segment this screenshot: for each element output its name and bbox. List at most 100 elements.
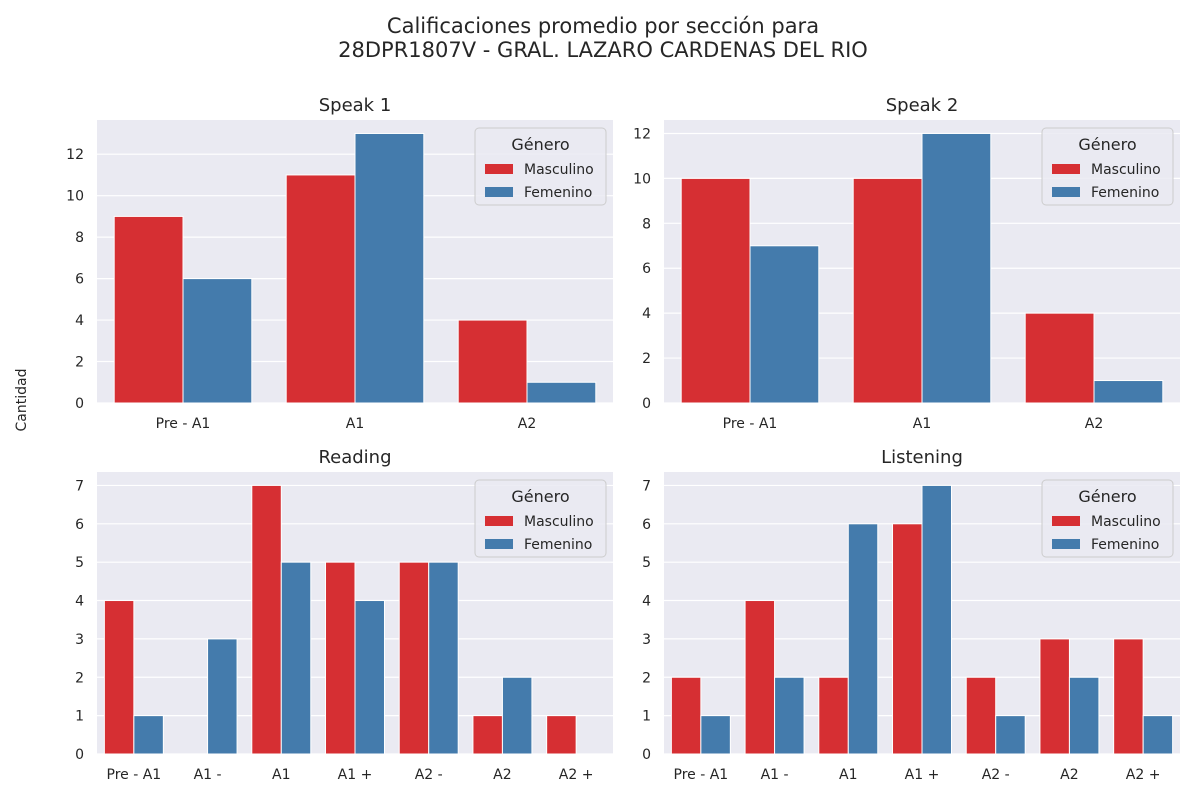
bar-masculino-a2 xyxy=(1039,638,1070,755)
legend-swatch-masculino xyxy=(485,516,513,526)
y-tick-label: 2 xyxy=(75,355,84,371)
x-tick-label: A1 xyxy=(272,767,290,783)
legend-swatch-masculino xyxy=(1052,164,1080,174)
panel-speak-2: 0 2 4 6 8 10 12 Pre - A1 A1 A2 Speak 2 Género Mascul… xyxy=(633,95,1180,432)
bar-masculino-a2 xyxy=(472,715,503,755)
x-tick-label: A1 - xyxy=(761,767,789,783)
bar-femenino-a1 xyxy=(847,523,879,755)
bar-masculino-a2 xyxy=(1113,638,1144,755)
legend-label-masculino: Masculino xyxy=(1091,162,1161,178)
legend-swatch-femenino xyxy=(1052,539,1080,549)
bar-femenino-a1 xyxy=(354,600,385,755)
y-tick-label: 6 xyxy=(75,272,84,288)
legend-title: Género xyxy=(511,135,569,154)
panel-reading: 0 1 2 3 4 5 6 7 Pre - A1 A1 - A1 A1 + A2 - A2 A2 + Read… xyxy=(75,447,613,783)
y-tick-label: 7 xyxy=(642,478,651,494)
y-tick-label: 5 xyxy=(75,555,84,571)
figure-title: Calificaciones promedio por sección para… xyxy=(0,14,1200,62)
bar-masculino-pre-a1 xyxy=(680,177,751,404)
x-tick-label: A2 xyxy=(493,767,511,783)
y-tick-label: 1 xyxy=(642,709,651,725)
y-tick-label: 3 xyxy=(642,632,651,648)
x-tick-label: Pre - A1 xyxy=(156,416,211,432)
bar-femenino-a1 xyxy=(280,561,312,755)
legend-swatch-masculino xyxy=(1052,516,1080,526)
x-tick-label: A1 - xyxy=(194,767,222,783)
bar-masculino-a2 xyxy=(398,561,430,755)
x-tick-label: Pre - A1 xyxy=(674,767,729,783)
x-tick-label: Pre - A1 xyxy=(107,767,162,783)
bar-masculino-pre-a1 xyxy=(103,600,135,755)
bar-femenino-a2 xyxy=(428,561,459,755)
bar-femenino-a2 xyxy=(1068,676,1100,755)
legend-swatch-femenino xyxy=(1052,187,1080,197)
y-tick-label: 2 xyxy=(75,670,84,686)
bar-masculino-pre-a1 xyxy=(113,215,184,404)
legend-swatch-femenino xyxy=(485,187,513,197)
panel-title: Listening xyxy=(881,447,963,468)
bar-masculino-a1 xyxy=(251,484,282,755)
legend-label-femenino: Femenino xyxy=(524,537,592,553)
bar-masculino-a2 xyxy=(457,319,528,404)
bar-masculino-a2 xyxy=(546,715,577,755)
y-tick-label: 6 xyxy=(75,517,84,533)
bar-femenino-a1 xyxy=(921,132,992,404)
x-tick-label: A2 - xyxy=(415,767,443,783)
bar-femenino-pre-a1 xyxy=(749,245,820,404)
y-tick-label: 2 xyxy=(642,670,651,686)
y-tick-label: 4 xyxy=(75,313,84,329)
x-tick-label: A1 xyxy=(839,767,857,783)
figure-title-line-1: Calificaciones promedio por sección para xyxy=(386,14,820,38)
legend-box xyxy=(474,127,607,206)
bar-masculino-a1 xyxy=(325,561,356,755)
legend-label-masculino: Masculino xyxy=(524,514,594,530)
x-tick-label: A1 xyxy=(346,416,364,432)
legend-label-femenino: Femenino xyxy=(1091,185,1159,201)
legend-swatch-masculino xyxy=(485,164,513,174)
y-tick-label: 4 xyxy=(75,594,84,610)
bar-femenino-a2 xyxy=(501,676,533,755)
bar-masculino-a2 xyxy=(1024,312,1095,404)
bar-masculino-a1 xyxy=(285,174,356,404)
legend-box xyxy=(474,479,607,558)
y-tick-label: 5 xyxy=(642,555,651,571)
x-tick-label: Pre - A1 xyxy=(723,416,778,432)
y-tick-label: 4 xyxy=(642,594,651,610)
bar-femenino-a1 xyxy=(354,132,425,404)
legend-label-femenino: Femenino xyxy=(1091,537,1159,553)
y-tick-label: 3 xyxy=(75,632,84,648)
y-tick-label: 6 xyxy=(642,517,651,533)
y-tick-label: 10 xyxy=(66,189,84,205)
y-tick-label: 1 xyxy=(75,709,84,725)
bar-masculino-a1 xyxy=(818,676,849,755)
bar-masculino-a1 xyxy=(744,600,776,755)
legend: Género Masculino Femenino xyxy=(1041,127,1174,206)
legend: Género Masculino Femenino xyxy=(474,479,607,558)
panel-title: Speak 1 xyxy=(319,95,392,116)
y-tick-label: 8 xyxy=(642,216,651,232)
legend-title: Género xyxy=(511,487,569,506)
x-tick-label: A2 + xyxy=(559,767,594,783)
x-tick-label: A2 xyxy=(1085,416,1103,432)
bar-femenino-a2 xyxy=(1142,715,1174,755)
y-tick-label: 8 xyxy=(75,230,84,246)
bar-femenino-a1 xyxy=(774,676,805,755)
legend-swatch-femenino xyxy=(485,539,513,549)
bar-femenino-a2 xyxy=(1093,380,1164,404)
y-tick-label: 0 xyxy=(75,747,84,763)
legend-label-masculino: Masculino xyxy=(1091,514,1161,530)
legend-title: Género xyxy=(1078,487,1136,506)
x-tick-label: A2 xyxy=(518,416,536,432)
y-tick-label: 12 xyxy=(633,126,651,142)
bar-femenino-pre-a1 xyxy=(700,715,731,755)
bar-masculino-a2 xyxy=(965,676,997,755)
panel-speak-1: 0 2 4 6 8 10 12 Pre - A1 A1 A2 Speak 1 Género Mascul… xyxy=(66,95,613,432)
bar-femenino-a2 xyxy=(995,715,1026,755)
legend-box xyxy=(1041,127,1174,206)
legend-title: Género xyxy=(1078,135,1136,154)
x-tick-label: A2 + xyxy=(1126,767,1161,783)
panel-title: Speak 2 xyxy=(886,95,959,116)
bar-masculino-a1 xyxy=(892,523,923,755)
bar-femenino-pre-a1 xyxy=(182,278,253,404)
